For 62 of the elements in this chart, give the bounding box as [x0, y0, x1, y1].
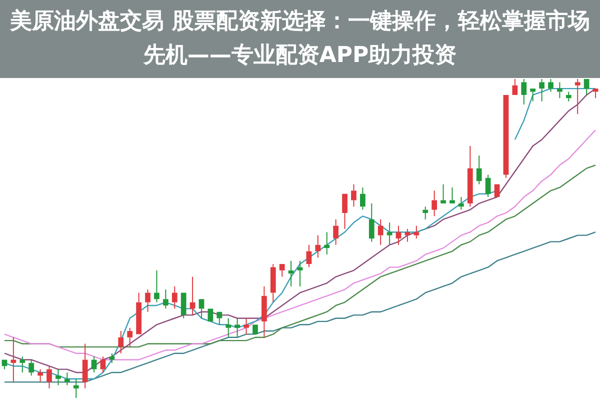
candlestick	[82, 343, 88, 389]
candlestick	[56, 368, 61, 386]
candlestick	[234, 318, 240, 338]
candlestick	[64, 372, 70, 386]
candlestick	[458, 196, 464, 210]
candlestick	[574, 78, 580, 115]
candlestick	[46, 366, 52, 389]
candlestick	[279, 264, 285, 278]
candlestick	[503, 94, 509, 178]
candlestick	[216, 312, 222, 326]
candlestick	[20, 356, 26, 373]
candlestick	[351, 184, 356, 208]
candlestick	[592, 88, 598, 99]
candlestick	[2, 360, 8, 370]
candlestick	[244, 318, 249, 335]
candlestick	[315, 234, 321, 258]
candlestick	[557, 82, 562, 99]
candlestick	[198, 299, 204, 319]
candlestick	[450, 186, 455, 204]
candlestick	[261, 286, 267, 338]
candlestick	[100, 356, 106, 373]
candlestick	[28, 359, 34, 376]
candlestick	[324, 232, 330, 255]
candlestick	[360, 186, 366, 210]
candlestick	[38, 368, 43, 383]
candlestick	[404, 228, 410, 242]
candlestick	[386, 222, 392, 246]
candlestick	[154, 270, 160, 303]
candlestick	[91, 356, 97, 373]
candlestick	[378, 218, 384, 246]
candlestick	[333, 218, 339, 246]
candlestick	[414, 225, 420, 239]
candlestick	[548, 78, 554, 92]
chart-title: 美原油外盘交易 股票配资新选择：一键操作，轻松掌握市场先机——专业配资APP助力投资	[8, 8, 591, 70]
candlestick	[297, 260, 303, 287]
candlestick	[162, 289, 168, 310]
candlestick	[539, 78, 544, 102]
candlestick	[512, 78, 518, 95]
candlestick	[396, 225, 402, 246]
candlestick	[226, 318, 232, 338]
candlestick	[485, 174, 491, 198]
candlestick	[145, 289, 150, 312]
candlestick	[127, 327, 133, 348]
candlestick	[467, 145, 473, 208]
candlestick	[566, 91, 572, 102]
candlestick	[530, 88, 536, 102]
candlestick	[118, 330, 124, 354]
candlestick	[136, 292, 142, 334]
candlestick	[521, 78, 527, 106]
candlestick	[440, 184, 446, 204]
candlestick	[476, 155, 482, 185]
candlestick	[306, 244, 312, 268]
candlestick	[172, 286, 178, 310]
candlestick	[270, 264, 276, 303]
candlestick	[73, 378, 79, 398]
candlestick	[432, 190, 438, 217]
candlestick	[180, 292, 186, 319]
candlestick	[368, 202, 374, 242]
candlestick	[10, 336, 16, 383]
candlestick	[584, 79, 590, 96]
candlestick	[422, 206, 428, 220]
candlestick	[342, 194, 348, 230]
